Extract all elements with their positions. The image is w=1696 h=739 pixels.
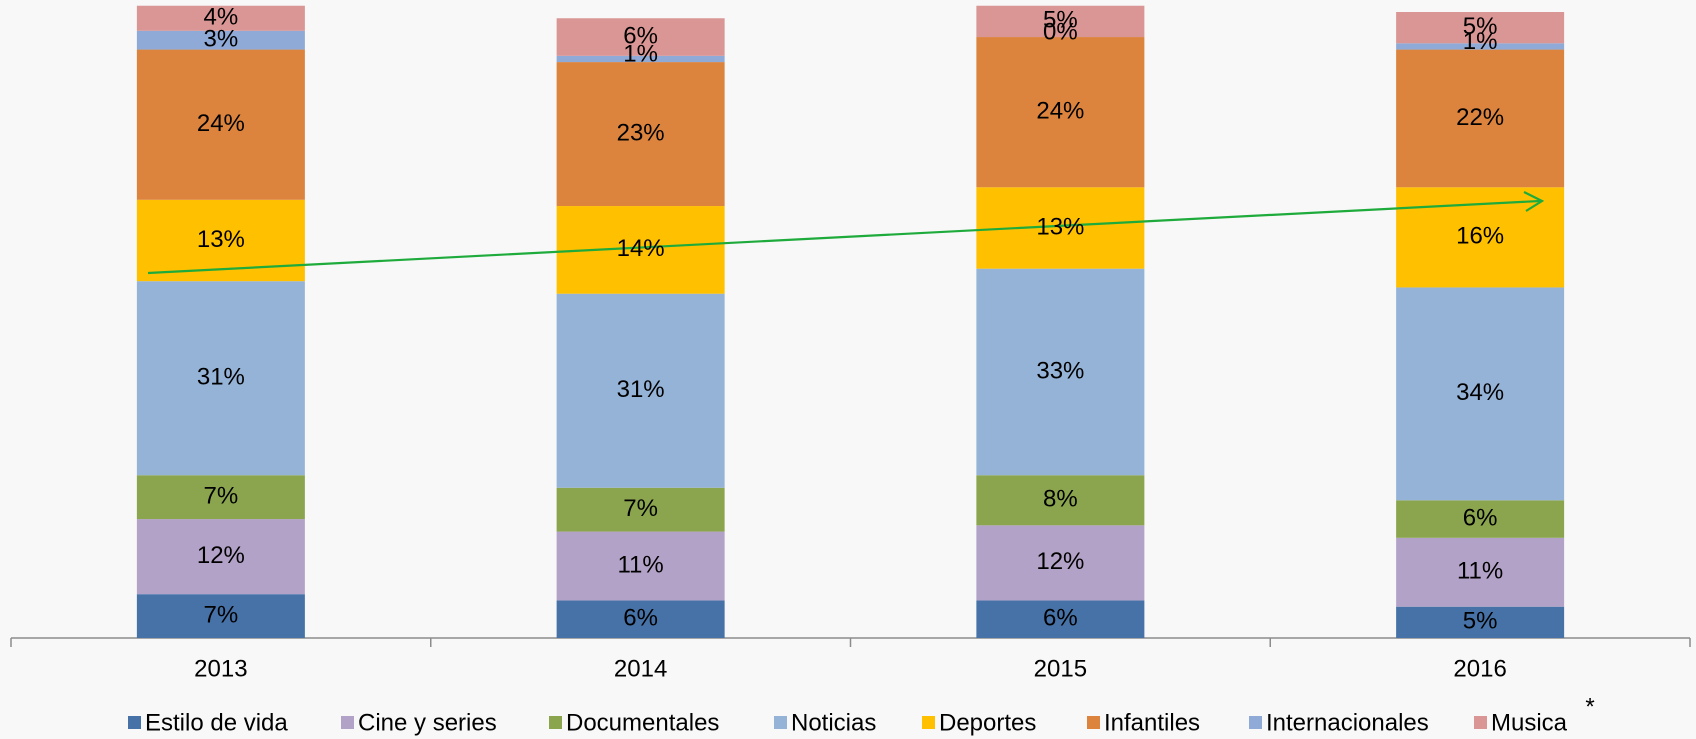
bar-segment: [556, 487, 725, 532]
legend-label: Documentales: [566, 709, 719, 736]
data-label: 6%: [623, 22, 658, 49]
data-label: 33%: [1036, 357, 1084, 384]
legend-label: Infantiles: [1104, 709, 1200, 736]
data-label: 24%: [197, 110, 245, 137]
data-label: 7%: [204, 601, 239, 628]
bar-segment: [136, 5, 305, 31]
legend-label: Estilo de vida: [145, 709, 288, 736]
bar-segment: [976, 525, 1145, 601]
bar-segment: [136, 281, 305, 476]
data-label: 16%: [1456, 223, 1504, 250]
legend-swatch: [1087, 716, 1100, 729]
data-label: 3%: [204, 26, 239, 53]
legend-swatch: [1474, 716, 1487, 729]
data-label: 6%: [1043, 605, 1078, 632]
data-label: 1%: [1463, 28, 1498, 55]
legend-swatch: [341, 716, 354, 729]
legend-label: Deportes: [939, 709, 1036, 736]
data-label: 11%: [617, 551, 663, 578]
data-label: 0%: [1043, 18, 1078, 45]
data-label: 12%: [1036, 548, 1084, 575]
bar-segment: [1396, 606, 1565, 638]
bar-segment: [976, 268, 1145, 476]
annotation: *: [1585, 693, 1594, 720]
bar-segment: [556, 62, 725, 207]
trend-arrow: [147, 191, 1545, 275]
data-label: 1%: [623, 40, 658, 67]
bar-segment: [136, 49, 305, 200]
bar-segment: [976, 475, 1145, 526]
bar-segment: [136, 30, 305, 50]
data-label: 7%: [204, 482, 239, 509]
bar-segment: [556, 531, 725, 601]
x-tick-label: 2015: [1034, 655, 1087, 682]
bar-segment: [1396, 43, 1565, 50]
bar-segment: [976, 37, 1145, 188]
legend-label: Musica: [1491, 709, 1568, 736]
bar-segment: [556, 293, 725, 488]
bar-segment: [136, 475, 305, 520]
legend-swatch: [774, 716, 787, 729]
bar-segment: [136, 519, 305, 595]
data-label: 23%: [617, 119, 665, 146]
data-label: 14%: [617, 235, 665, 262]
bar-segment: [136, 594, 305, 638]
x-tick-label: 2016: [1453, 655, 1506, 682]
data-label: 31%: [197, 364, 245, 391]
legend-swatch: [128, 716, 141, 729]
data-label: 6%: [623, 605, 658, 632]
bar-segment: [1396, 49, 1565, 188]
bar-segment: [556, 55, 725, 63]
bars: [136, 5, 1565, 638]
bar-segment: [556, 600, 725, 638]
legend-swatch: [1249, 716, 1262, 729]
data-label: 8%: [1043, 486, 1078, 513]
data-label: 12%: [197, 542, 245, 569]
bar-segment: [1396, 537, 1565, 607]
legend-label: Cine y series: [358, 709, 497, 736]
bar-segment: [136, 199, 305, 282]
data-label: 4%: [204, 4, 239, 31]
data-label: 5%: [1463, 13, 1498, 40]
x-tick-label: 2013: [194, 655, 247, 682]
legend-label: Internacionales: [1266, 709, 1429, 736]
data-label: 22%: [1456, 104, 1504, 131]
bar-segment: [1396, 287, 1565, 501]
legend-label: Noticias: [791, 709, 876, 736]
data-label: 34%: [1456, 379, 1504, 406]
bar-segment: [1396, 500, 1565, 538]
bar-segment: [976, 5, 1145, 38]
bar-segment: [1396, 12, 1565, 44]
data-label: 11%: [1457, 558, 1503, 585]
data-label: 5%: [1463, 608, 1498, 635]
x-tick-label: 2014: [614, 655, 667, 682]
data-label: 31%: [617, 376, 665, 403]
data-label: 24%: [1036, 98, 1084, 125]
data-label: 13%: [1036, 213, 1084, 240]
bar-segment: [556, 18, 725, 56]
data-label: 6%: [1463, 504, 1498, 531]
legend-swatch: [549, 716, 562, 729]
data-label: 5%: [1043, 7, 1078, 34]
data-label: 7%: [623, 495, 658, 522]
legend-swatch: [922, 716, 935, 729]
data-label: 13%: [197, 226, 245, 253]
bar-segment: [976, 600, 1145, 638]
